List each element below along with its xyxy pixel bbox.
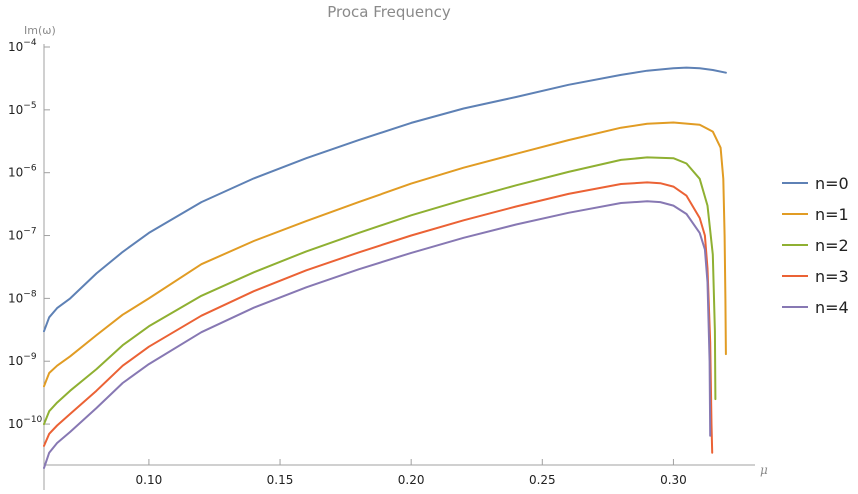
legend-label-2: n=2 <box>815 236 849 255</box>
y-tick-exponent: −7 <box>23 227 36 237</box>
y-tick-label-2: 10−8 <box>8 289 37 305</box>
y-tick-exponent: −9 <box>23 352 37 362</box>
series-line-n0 <box>43 66 727 333</box>
legend-label-1: n=1 <box>815 205 849 224</box>
x-tick-label-0: 0.10 <box>136 473 163 487</box>
y-tick-label-6: 10−4 <box>8 38 37 54</box>
x-tick-label-3: 0.25 <box>529 473 556 487</box>
legend-label-4: n=4 <box>815 298 849 317</box>
y-tick-exponent: −10 <box>23 415 42 425</box>
series-line-n3 <box>43 181 714 454</box>
x-tick-label-1: 0.15 <box>267 473 294 487</box>
series-group <box>43 66 727 469</box>
x-axis-label: μ <box>760 463 768 477</box>
series-line-n2 <box>43 156 717 426</box>
chart-title: Proca Frequency <box>327 3 451 21</box>
y-tick-exponent: −4 <box>23 38 37 48</box>
y-tick-base: 10 <box>8 103 23 117</box>
y-tick-label-0: 10−10 <box>8 415 43 431</box>
y-tick-label-1: 10−9 <box>8 352 37 368</box>
y-tick-label-4: 10−6 <box>8 164 37 180</box>
y-tick-exponent: −6 <box>23 164 37 174</box>
legend: n=0 n=1 n=2 n=3 n=4 <box>782 174 849 317</box>
y-tick-base: 10 <box>8 229 23 243</box>
y-tick-base: 10 <box>8 166 23 180</box>
y-tick-base: 10 <box>8 291 23 305</box>
x-tick-label-2: 0.20 <box>398 473 425 487</box>
x-ticks: 0.10 0.15 0.20 0.25 0.30 <box>136 459 687 487</box>
y-tick-base: 10 <box>8 417 23 431</box>
x-tick-label-4: 0.30 <box>660 473 687 487</box>
legend-label-0: n=0 <box>815 174 849 193</box>
y-tick-exponent: −5 <box>23 101 36 111</box>
series-line-n4 <box>43 200 712 469</box>
y-tick-label-3: 10−7 <box>8 227 37 243</box>
y-tick-base: 10 <box>8 354 23 368</box>
legend-label-3: n=3 <box>815 267 849 286</box>
series-line-n1 <box>43 121 727 388</box>
y-tick-exponent: −8 <box>23 289 37 299</box>
y-tick-base: 10 <box>8 40 23 54</box>
y-axis-label: Im(ω) <box>24 24 56 37</box>
y-tick-label-5: 10−5 <box>8 101 37 117</box>
